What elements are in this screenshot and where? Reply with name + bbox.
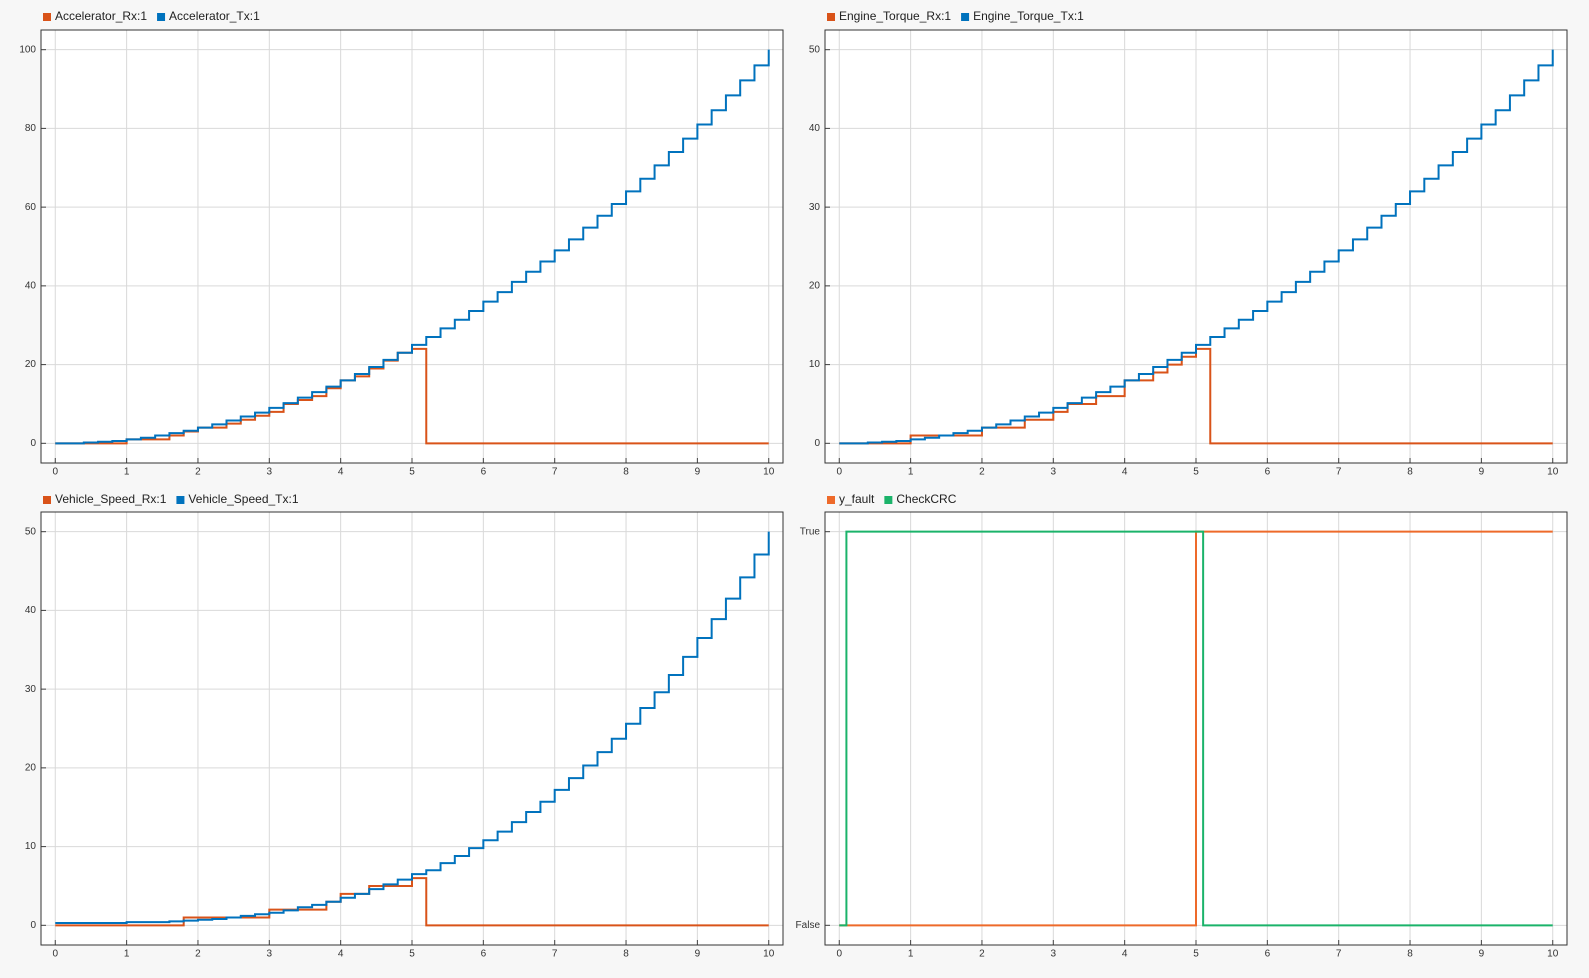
y-tick-label: 50 [809,44,821,55]
x-tick-label: 6 [481,467,487,478]
x-tick-label: 0 [836,467,842,478]
chart-panel: 0 1 2 3 4 5 6 7 8 9 10 False True y_fault CheckCRC [796,492,1568,960]
legend: y_fault CheckCRC [827,492,957,506]
y-tick-label: 20 [809,281,821,292]
x-tick-label: 4 [1122,467,1128,478]
y-tick-label: 10 [809,359,821,370]
y-tick-label: 10 [25,841,37,852]
x-tick-label: 2 [979,467,985,478]
chart-panel: 0 1 2 3 4 5 6 7 8 9 10 0 10 20 30 40 50 Vehicle_Speed_Rx:… [25,492,784,960]
series-line [839,530,1553,927]
x-tick-label: 2 [195,467,201,478]
y-tick-label: 30 [809,202,821,213]
y-tick-label: True [800,526,821,537]
x-tick-label: 9 [695,467,701,478]
x-tick-label: 8 [623,467,629,478]
y-tick-label: 30 [25,684,37,695]
plot-frame [40,511,784,946]
y-tick-label: 0 [30,920,36,931]
x-tick-label: 1 [908,467,914,478]
x-tick-label: 2 [195,949,201,960]
legend: Engine_Torque_Rx:1 Engine_Torque_Tx:1 [827,9,1084,23]
legend-label: Vehicle_Speed_Tx:1 [188,492,298,506]
x-tick-label: 3 [1051,467,1057,478]
x-tick-label: 7 [1336,949,1342,960]
x-tick-label: 0 [836,949,842,960]
x-tick-label: 0 [52,467,58,478]
x-tick-label: 3 [267,949,273,960]
series-line [55,49,770,445]
legend-swatch [157,13,166,21]
x-tick-label: 4 [338,467,344,478]
y-tick-label: 40 [25,605,37,616]
x-tick-label: 9 [1479,467,1485,478]
x-tick-label: 5 [1193,949,1199,960]
x-tick-label: 7 [552,467,558,478]
chart-panel: 0 1 2 3 4 5 6 7 8 9 10 0 10 20 30 40 50 Engine_Torque_Rx:… [809,9,1568,478]
legend-label: Accelerator_Tx:1 [169,9,260,23]
x-tick-label: 0 [52,949,58,960]
plot-frame [824,511,1568,946]
x-tick-label: 3 [267,467,273,478]
series-line [839,347,1553,445]
y-tick-label: 50 [25,526,37,537]
legend-swatch [43,13,51,21]
series-line [839,49,1554,445]
legend-swatch [884,496,893,504]
y-tick-label: 40 [809,123,821,134]
x-tick-label: 8 [1407,467,1413,478]
x-tick-label: 1 [124,949,130,960]
plot-frame [824,29,1568,464]
legend-swatch [827,496,835,504]
x-tick-label: 1 [908,949,914,960]
x-tick-label: 10 [1547,949,1559,960]
x-tick-label: 10 [763,467,775,478]
y-tick-label: 20 [25,763,37,774]
x-tick-label: 7 [1336,467,1342,478]
y-tick-label: False [796,920,821,931]
legend-swatch [827,13,835,21]
x-tick-label: 5 [1193,467,1199,478]
y-tick-label: 80 [25,123,37,134]
x-tick-label: 4 [1122,949,1128,960]
x-tick-label: 6 [1265,949,1271,960]
legend-swatch [961,13,970,21]
legend-label: Vehicle_Speed_Rx:1 [55,492,167,506]
y-tick-label: 60 [25,202,37,213]
x-tick-label: 8 [623,949,629,960]
legend-label: Engine_Torque_Rx:1 [839,9,951,23]
legend-swatch [176,496,185,504]
x-tick-label: 8 [1407,949,1413,960]
legend-label: CheckCRC [896,492,956,506]
plot-frame [40,29,784,464]
x-tick-label: 4 [338,949,344,960]
chart-panel: 0 1 2 3 4 5 6 7 8 9 10020406080100Accelerator_Rx:1… [19,9,784,478]
x-tick-label: 10 [1547,467,1559,478]
y-tick-label: 20 [25,359,37,370]
y-tick-label: 0 [30,438,36,449]
y-tick-label: 0 [814,438,820,449]
x-tick-label: 9 [1479,949,1485,960]
x-tick-label: 1 [124,467,130,478]
legend: Vehicle_Speed_Rx:1 Vehicle_Speed_Tx:1 [43,492,299,506]
x-tick-label: 3 [1051,949,1057,960]
x-tick-label: 7 [552,949,558,960]
x-tick-label: 6 [1265,467,1271,478]
legend-label: Accelerator_Rx:1 [55,9,147,23]
x-tick-label: 5 [409,949,415,960]
legend-label: y_fault [839,492,875,506]
y-tick-label: 100 [19,44,36,55]
x-tick-label: 6 [481,949,487,960]
x-tick-label: 5 [409,467,415,478]
x-tick-label: 2 [979,949,985,960]
legend: Accelerator_Rx:1 Accelerator_Tx:1 [43,9,260,23]
series-line [55,531,770,924]
legend-swatch [43,496,51,504]
legend-label: Engine_Torque_Tx:1 [973,9,1084,23]
y-tick-label: 40 [25,281,37,292]
x-tick-label: 10 [763,949,775,960]
x-tick-label: 9 [695,949,701,960]
